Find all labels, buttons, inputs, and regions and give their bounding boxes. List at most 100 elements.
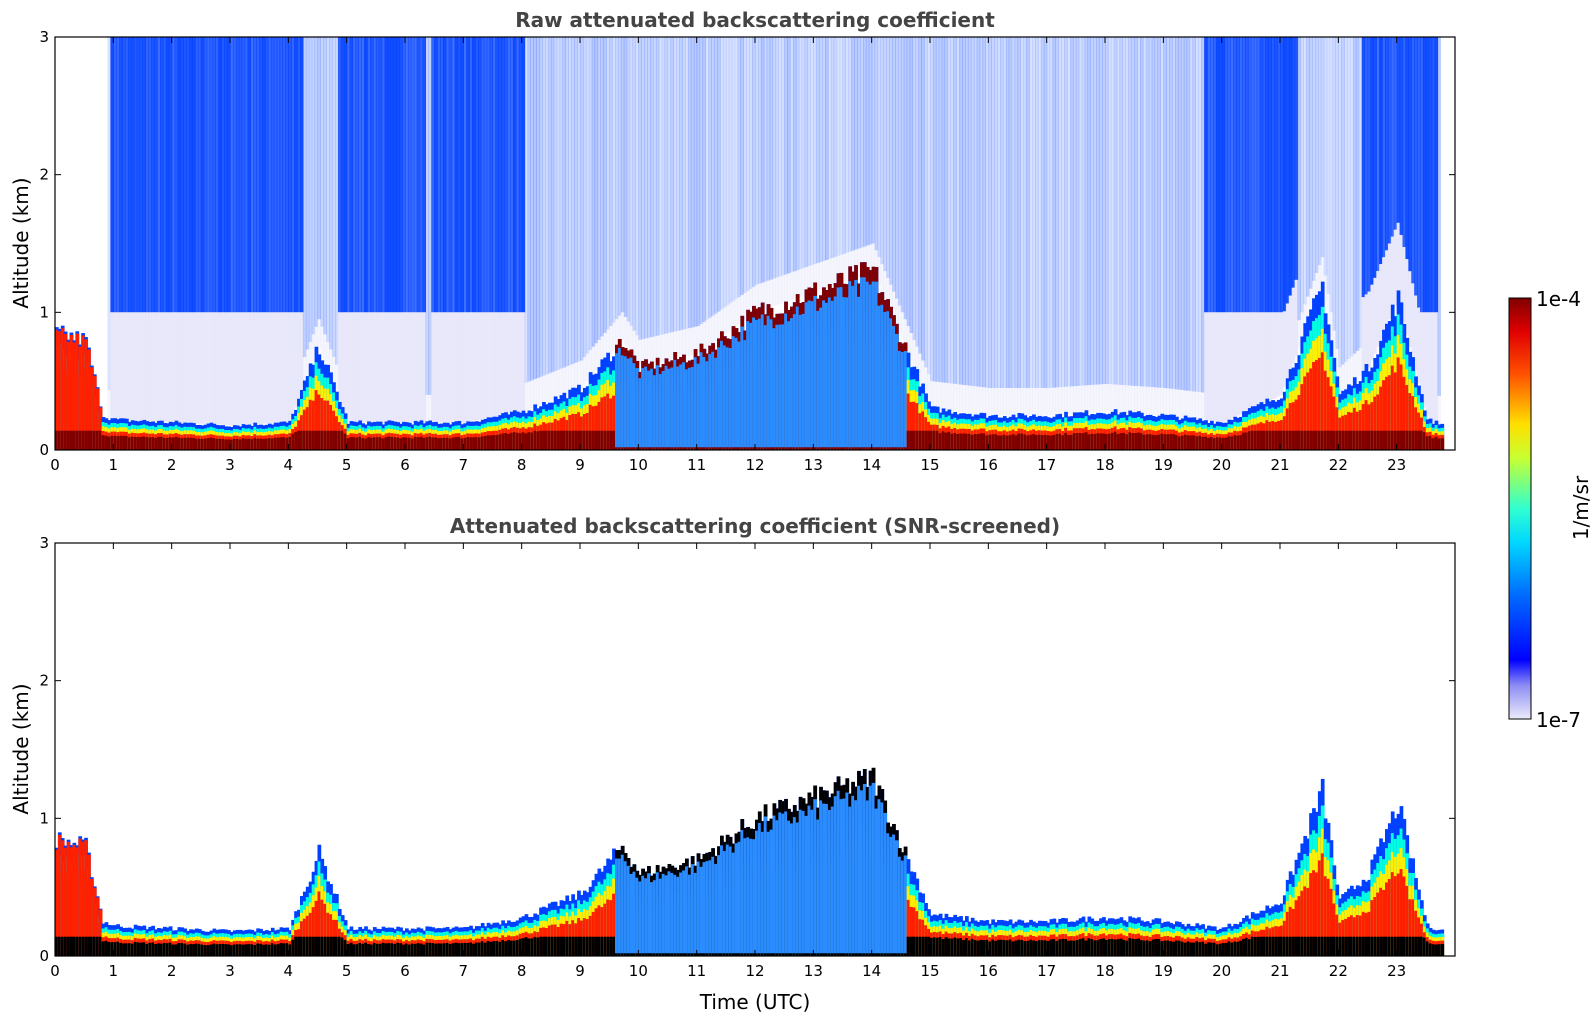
faint-column [1329,312,1334,340]
layer-cell [139,942,144,956]
faint-column [250,312,254,425]
layer-cell [323,903,328,956]
faint-column [1172,389,1176,417]
layer-cell [288,436,293,450]
noise-column [1303,37,1307,305]
layer-cell [151,437,155,450]
faint-column [629,326,634,354]
faint-column [1297,320,1302,348]
noise-column [1002,37,1007,389]
noise-column [752,37,756,287]
cloud-interior-cell [682,362,686,448]
layer-cell [399,943,403,956]
layer-cell [364,438,368,450]
faint-column [372,312,377,423]
cloud-interior-cell [737,341,742,448]
noise-column [1434,37,1439,313]
layer-cell [1274,430,1278,450]
faint-column [775,277,779,306]
faint-column [1399,234,1404,311]
layer-cell [215,438,220,450]
noise-column [1332,37,1337,331]
noise-column [1029,37,1033,389]
cloud-interior-cell [760,314,765,448]
layer-cell [1390,430,1395,450]
layer-cell [81,841,85,956]
noise-column [317,37,322,320]
faint-column [734,299,739,327]
layer-cell [1008,435,1013,450]
noise-column [384,37,389,313]
faint-column [1177,389,1182,418]
faint-column [145,312,149,422]
cloud-interior-cell [804,302,809,448]
cloud-interior-cell [623,356,628,448]
layer-cell [95,936,100,956]
cloud-interior-cell [617,347,622,448]
layer-cell [1323,370,1328,450]
faint-column [1026,388,1030,416]
layer-cell [448,943,453,956]
layer-cell [407,437,412,450]
noise-column [1259,37,1264,313]
layer-cell [311,936,316,956]
faint-column [162,312,167,423]
cloud-interior-cell [781,324,785,448]
layer-cell [533,936,538,956]
layer-cell [1087,434,1092,450]
faint-column [1285,303,1290,380]
layer-cell [507,433,511,450]
faint-column [320,326,324,355]
layer-cell [1364,400,1369,450]
layer-cell [582,936,587,956]
faint-column [378,312,383,423]
noise-column [186,37,190,313]
faint-column [227,312,231,426]
layer-cell [253,944,258,956]
layer-cell [1052,435,1057,450]
faint-column [200,312,205,424]
faint-column [1373,277,1377,354]
layer-cell [329,404,333,450]
layer-cell [302,430,307,450]
layer-cell [1285,430,1290,450]
layer-cell [1198,435,1203,450]
noise-column [212,37,217,313]
noise-column [687,37,692,329]
faint-column [959,384,963,413]
noise-column [1125,37,1129,386]
cloud-interior-cell [833,296,838,448]
faint-column [787,273,791,301]
layer-cell [580,430,584,450]
layer-cell [962,433,966,450]
noise-column [390,37,394,313]
noise-column [1425,37,1430,313]
faint-column [556,369,561,398]
noise-column [757,37,762,284]
faint-column [110,312,114,419]
cloud-interior-cell [860,790,864,954]
layer-cell [982,433,987,450]
noise-column [1084,37,1089,386]
noise-column [577,37,581,362]
layer-cell [1119,433,1124,450]
layer-cell [256,943,260,956]
faint-column [670,332,674,360]
noise-column [670,37,674,333]
layer-cell [98,936,103,956]
faint-column [682,329,686,358]
faint-column [119,312,123,420]
layer-cell [1385,430,1389,450]
layer-cell [186,944,190,956]
layer-cell [1297,430,1302,450]
top-x-tick-label: 3 [225,456,235,474]
faint-column [1431,312,1436,422]
layer-cell [183,943,188,956]
noise-column [693,37,698,327]
top-y-tick-label: 0 [39,441,49,459]
layer-cell [909,430,914,450]
layer-cell [1195,436,1200,450]
layer-cell [906,430,911,450]
noise-column [495,37,499,313]
